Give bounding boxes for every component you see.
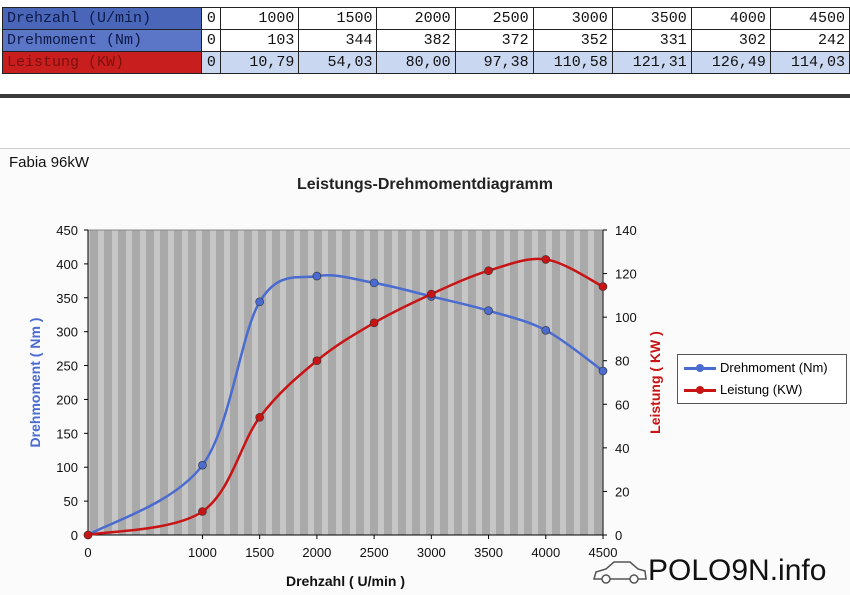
table-cell: 3500 (611, 7, 692, 30)
row-header: Drehmoment (Nm) (1, 29, 203, 52)
table-cell: 0 (201, 7, 222, 30)
y-left-tick-label: 450 (56, 223, 78, 238)
y-right-tick-label: 80 (615, 354, 629, 369)
data-point-drehmoment (255, 297, 264, 307)
table-cell: 331 (611, 29, 692, 52)
table-cell: 352 (532, 29, 613, 52)
data-point-drehmoment (198, 460, 207, 470)
data-point-leistung (598, 282, 608, 291)
table-cell: 103 (220, 29, 300, 52)
data-point-drehmoment (312, 271, 322, 281)
table-cell: 114,03 (769, 51, 850, 74)
table-cell: 2500 (454, 7, 534, 30)
data-table: Drehzahl (U/min) 0 1000 1500 2000 2500 3000 350… (1, 7, 850, 74)
y-left-tick-label: 200 (56, 392, 78, 407)
legend-label-leistung: Leistung (KW) (720, 382, 803, 397)
y-right-tick-label: 60 (615, 397, 629, 412)
x-tick-label: 2000 (302, 545, 331, 560)
x-tick-label: 3500 (474, 545, 503, 560)
data-point-leistung (541, 255, 551, 264)
table-row: Drehmoment (Nm) 0 103 344 382 372 352 331 302 242 (1, 29, 850, 52)
logo-text: POLO9N.info (648, 554, 827, 587)
data-point-leistung (369, 318, 379, 328)
site-logo: POLO9N.info (592, 554, 826, 588)
y-right-tick-label: 140 (615, 223, 637, 238)
x-tick-label: 3000 (417, 545, 446, 560)
legend-swatch-leistung (684, 386, 716, 395)
table-cell: 0 (201, 29, 222, 52)
y-left-tick-label: 250 (56, 359, 78, 374)
table-cell: 3000 (532, 7, 613, 30)
table-cell: 242 (769, 29, 850, 52)
data-point-leistung (427, 289, 436, 299)
legend-item-leistung: Leistung (KW) (684, 380, 802, 400)
chart-title: Leistungs-Drehmomentdiagramm (297, 176, 553, 193)
table-cell: 80,00 (376, 51, 456, 74)
table-cell: 10,79 (220, 51, 300, 74)
table-cell: 0 (201, 51, 222, 74)
table-cell: 4500 (769, 7, 850, 30)
table-cell: 97,38 (454, 51, 534, 74)
chart-svg: Leistungs-Drehmomentdiagramm050100150200… (27, 176, 663, 589)
x-tick-label: 2500 (360, 545, 389, 560)
y-right-tick-label: 40 (615, 441, 629, 456)
table-row: Leistung (KW) 0 10,79 54,03 80,00 97,38 110,58… (1, 51, 850, 74)
y-left-tick-label: 300 (56, 325, 78, 340)
table-cell: 2000 (376, 7, 456, 30)
data-point-drehmoment (369, 278, 379, 288)
legend-label-drehmoment: Drehmoment (Nm) (720, 360, 828, 375)
table-cell: 1500 (298, 7, 378, 30)
table-cell: 126,49 (690, 51, 771, 74)
table-cell: 121,31 (611, 51, 692, 74)
y-left-tick-label: 400 (56, 257, 78, 272)
row-header: Drehzahl (U/min) (1, 7, 203, 30)
y-left-tick-label: 350 (56, 291, 78, 306)
x-tick-label: 4500 (589, 545, 618, 560)
data-point-leistung (83, 530, 93, 540)
x-tick-label: 1000 (188, 545, 217, 560)
table-cell: 110,58 (532, 51, 613, 74)
x-tick-label: 0 (84, 545, 91, 560)
data-point-leistung (255, 412, 264, 422)
y-left-tick-label: 0 (71, 528, 78, 543)
x-tick-label: 4000 (531, 545, 560, 560)
data-point-leistung (312, 356, 322, 366)
table-cell: 344 (298, 29, 378, 52)
y-left-tick-label: 100 (56, 460, 78, 475)
y-left-tick-label: 50 (64, 494, 78, 509)
table-cell: 372 (454, 29, 534, 52)
y-right-tick-label: 120 (615, 267, 637, 282)
table-cell: 1000 (220, 7, 300, 30)
y-left-tick-label: 150 (56, 426, 78, 441)
table-cell: 382 (376, 29, 456, 52)
data-point-drehmoment (598, 366, 608, 376)
x-axis-title: Drehzahl ( U/min ) (286, 573, 405, 589)
y-axis-right-title: Leistung ( KW ) (647, 331, 663, 434)
table-cell: 302 (690, 29, 771, 52)
legend-item-drehmoment: Drehmoment (Nm) (684, 358, 828, 378)
table-shadow (0, 94, 850, 98)
data-point-leistung (484, 266, 493, 276)
car-icon (593, 561, 647, 584)
y-right-tick-label: 20 (615, 484, 629, 499)
table-row: Drehzahl (U/min) 0 1000 1500 2000 2500 3000 350… (1, 7, 850, 30)
plot-area (87, 229, 604, 536)
row-header: Leistung (KW) (1, 51, 203, 74)
y-right-tick-label: 0 (615, 528, 622, 543)
data-point-drehmoment (541, 326, 551, 335)
x-tick-label: 1500 (245, 545, 274, 560)
y-right-tick-label: 100 (615, 310, 637, 325)
corner-label: Fabia 96kW (9, 154, 90, 171)
data-point-drehmoment (484, 306, 493, 315)
data-point-leistung (198, 507, 207, 516)
legend-swatch-drehmoment (684, 364, 716, 373)
table-cell: 4000 (690, 7, 771, 30)
y-axis-left-title: Drehmoment ( Nm ) (27, 318, 43, 448)
table-cell: 54,03 (298, 51, 378, 74)
chart-legend: Drehmoment (Nm) Leistung (KW) (677, 354, 847, 404)
series-line-leistung (87, 257, 604, 537)
